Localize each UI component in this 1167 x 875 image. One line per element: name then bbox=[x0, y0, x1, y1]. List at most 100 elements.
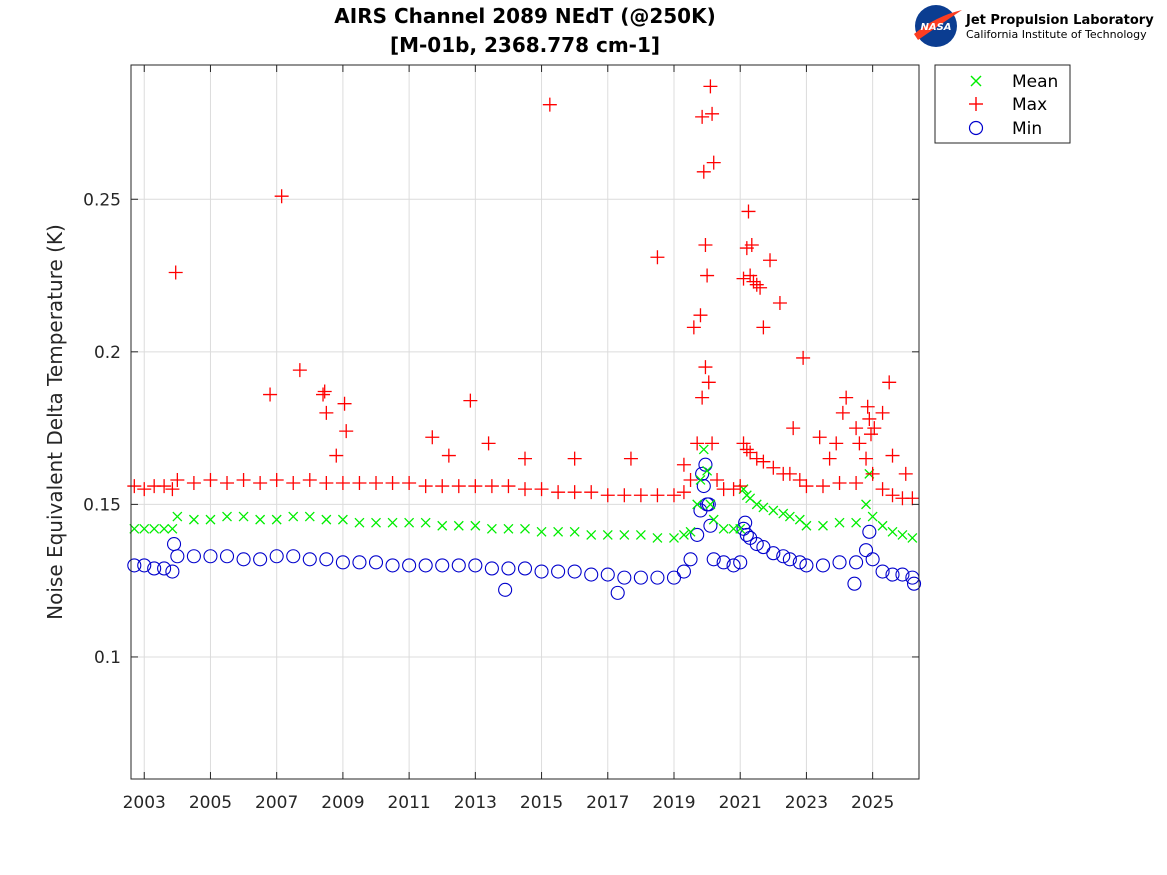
point-mean bbox=[778, 508, 789, 519]
legend-min-label: Min bbox=[1012, 119, 1042, 139]
point-max bbox=[425, 430, 440, 445]
point-min bbox=[203, 549, 218, 564]
point-max bbox=[650, 488, 665, 503]
point-min bbox=[716, 555, 731, 570]
y-tick-label: 0.1 bbox=[94, 648, 121, 668]
point-max bbox=[706, 155, 721, 170]
point-max bbox=[905, 491, 920, 506]
point-max bbox=[551, 485, 566, 500]
point-mean bbox=[569, 526, 580, 537]
point-min bbox=[253, 552, 268, 567]
point-max bbox=[168, 265, 183, 280]
point-min bbox=[584, 567, 599, 582]
point-mean bbox=[222, 511, 232, 522]
point-min bbox=[385, 558, 400, 573]
axes-box bbox=[130, 64, 920, 780]
point-max bbox=[170, 472, 185, 487]
y-tick-label: 0.2 bbox=[94, 343, 121, 363]
point-min bbox=[435, 558, 450, 573]
point-max bbox=[733, 479, 748, 494]
point-max bbox=[319, 405, 334, 420]
point-max bbox=[835, 405, 850, 420]
point-mean bbox=[678, 529, 689, 540]
point-min bbox=[733, 555, 748, 570]
point-max bbox=[441, 448, 456, 463]
point-max bbox=[335, 476, 350, 491]
point-mean bbox=[801, 520, 812, 531]
point-mean bbox=[867, 511, 878, 522]
point-max bbox=[236, 472, 251, 487]
point-min bbox=[498, 582, 513, 597]
point-min bbox=[862, 524, 877, 539]
point-min bbox=[650, 570, 665, 585]
data-series bbox=[127, 79, 922, 600]
point-max bbox=[220, 476, 235, 491]
point-min bbox=[551, 564, 566, 579]
point-min bbox=[617, 570, 632, 585]
legend: Mean Max Min bbox=[934, 64, 1071, 144]
point-max bbox=[736, 271, 751, 286]
point-mean bbox=[718, 523, 729, 534]
point-max bbox=[337, 396, 352, 411]
point-mean bbox=[635, 529, 646, 540]
point-mean bbox=[669, 532, 679, 543]
point-min bbox=[690, 527, 705, 542]
point-mean bbox=[453, 520, 464, 531]
point-max bbox=[316, 387, 331, 402]
point-max bbox=[317, 384, 332, 399]
point-min bbox=[676, 564, 691, 579]
point-max bbox=[867, 421, 882, 436]
point-min bbox=[186, 549, 201, 564]
point-max bbox=[885, 448, 900, 463]
point-min bbox=[701, 497, 716, 512]
point-max bbox=[623, 451, 638, 466]
point-mean bbox=[695, 475, 706, 485]
point-max bbox=[744, 238, 759, 253]
point-mean bbox=[536, 526, 547, 537]
x-tick-label: 2003 bbox=[123, 793, 166, 813]
x-tick-label: 2019 bbox=[652, 793, 695, 813]
point-max bbox=[666, 488, 681, 503]
point-mean bbox=[834, 517, 845, 528]
point-max bbox=[749, 277, 764, 292]
x-tick-label: 2007 bbox=[255, 793, 298, 813]
point-mean bbox=[784, 511, 795, 522]
point-max bbox=[746, 274, 761, 289]
point-mean bbox=[139, 523, 150, 534]
point-max bbox=[849, 476, 864, 491]
point-min bbox=[147, 561, 162, 576]
point-min bbox=[517, 561, 533, 576]
point-min bbox=[739, 527, 754, 542]
point-min bbox=[815, 558, 831, 573]
point-max bbox=[898, 466, 913, 481]
point-min bbox=[776, 549, 791, 564]
point-min bbox=[165, 564, 180, 579]
point-min bbox=[885, 567, 900, 582]
point-mean bbox=[470, 520, 481, 531]
point-max bbox=[782, 466, 797, 481]
point-max bbox=[137, 482, 152, 497]
legend-mean-marker bbox=[970, 75, 982, 87]
point-mean bbox=[172, 511, 183, 522]
point-max bbox=[885, 488, 900, 503]
point-mean bbox=[167, 523, 178, 534]
point-max bbox=[756, 320, 771, 335]
point-min bbox=[286, 549, 301, 564]
point-min bbox=[600, 567, 615, 582]
series-min bbox=[127, 457, 922, 600]
point-min bbox=[749, 537, 764, 552]
point-max bbox=[676, 485, 691, 500]
point-max bbox=[698, 238, 713, 253]
point-max bbox=[695, 390, 710, 405]
point-max bbox=[860, 399, 875, 414]
point-min bbox=[418, 558, 433, 573]
point-min bbox=[858, 543, 874, 558]
point-max bbox=[756, 454, 771, 469]
legend-max-label: Max bbox=[1012, 95, 1047, 115]
point-mean bbox=[708, 514, 719, 525]
point-mean bbox=[602, 529, 613, 540]
point-max bbox=[127, 479, 142, 494]
point-min bbox=[847, 576, 862, 591]
point-max bbox=[518, 451, 532, 466]
point-mean bbox=[304, 511, 315, 522]
